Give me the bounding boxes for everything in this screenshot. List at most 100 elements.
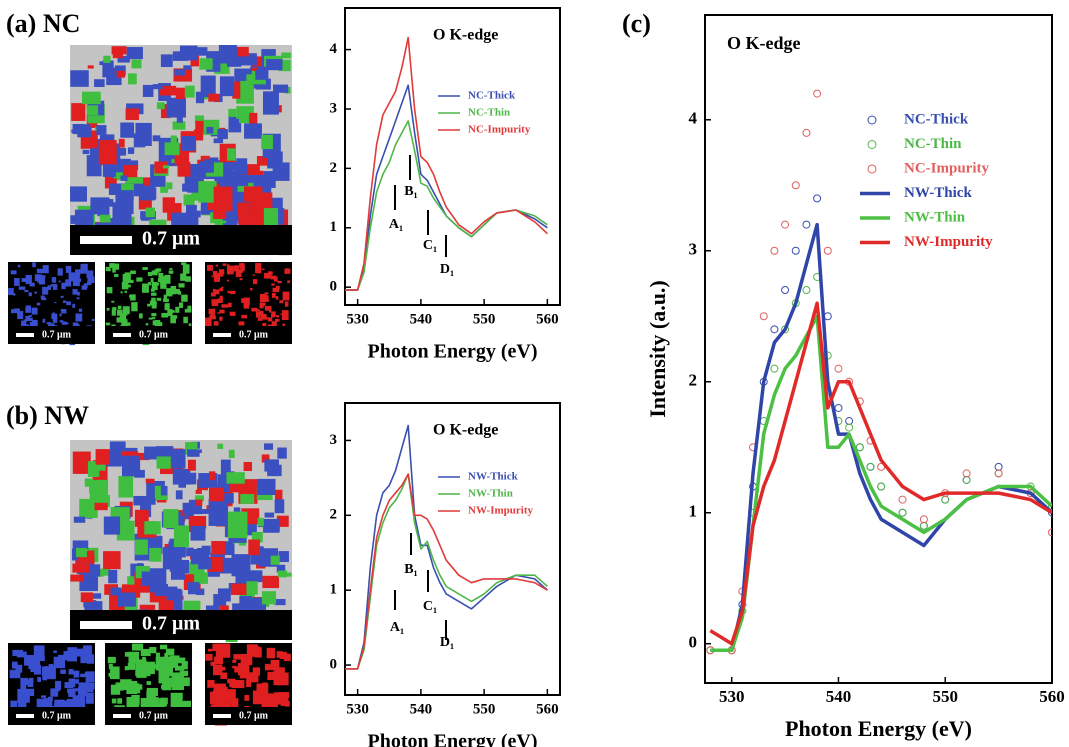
grain: [86, 270, 94, 279]
grain: [12, 649, 24, 656]
grain: [252, 274, 255, 276]
grain: [76, 547, 87, 558]
grain: [64, 322, 69, 325]
grain: [175, 306, 180, 313]
series-line: [709, 301, 1052, 646]
grain: [261, 695, 272, 711]
grain: [187, 305, 192, 310]
grain: [227, 264, 230, 268]
grain: [83, 600, 97, 608]
grain: [208, 93, 219, 102]
x-tick-label: 540: [826, 687, 852, 706]
y-tick-label: 0: [330, 656, 338, 672]
grain: [255, 266, 262, 274]
grain: [171, 159, 178, 163]
grain: [127, 576, 135, 585]
grain: [175, 87, 185, 100]
grain: [261, 134, 273, 150]
grain: [232, 118, 239, 127]
grain: [178, 302, 184, 309]
plot-frame: [344, 402, 561, 696]
grain: [146, 681, 152, 685]
grain: [120, 291, 123, 294]
grain: [73, 516, 86, 523]
grain: [213, 695, 226, 706]
grain: [84, 478, 93, 487]
grain: [105, 266, 110, 272]
grain: [61, 309, 67, 314]
grain: [213, 186, 233, 212]
legend-label: NW-Thick: [904, 185, 972, 201]
grain: [236, 158, 248, 175]
scale-label: 0.7 μm: [239, 710, 269, 721]
grain: [142, 283, 149, 293]
y-tick-label: 2: [689, 371, 698, 390]
grain: [214, 220, 225, 227]
grain: [188, 323, 192, 327]
grain: [156, 456, 171, 469]
x-axis-label: Photon Energy (eV): [368, 341, 538, 363]
grain: [36, 698, 47, 714]
grain: [135, 684, 143, 690]
data-point: [781, 220, 790, 229]
grain: [175, 490, 183, 500]
grain: [246, 644, 258, 657]
grain: [226, 472, 245, 484]
grain: [228, 108, 237, 117]
micrograph: [70, 440, 292, 643]
grain: [227, 511, 248, 539]
grain: [193, 47, 208, 56]
grain: [38, 277, 46, 285]
grain: [229, 682, 234, 688]
grain: [198, 558, 212, 570]
grain: [233, 265, 240, 272]
grain: [108, 663, 113, 670]
grain: [122, 165, 138, 178]
grain: [263, 518, 280, 533]
data-point: [866, 462, 875, 471]
grain: [151, 313, 157, 317]
grain: [74, 209, 94, 229]
scale-label: 0.7 μm: [139, 710, 169, 721]
grain: [238, 321, 245, 326]
grain: [114, 274, 119, 277]
grain: [118, 476, 134, 498]
grain: [136, 277, 143, 282]
grain: [174, 69, 186, 76]
y-tick-label: 1: [330, 219, 338, 235]
grain: [25, 315, 30, 322]
grain: [193, 129, 204, 141]
annotation: B₁: [404, 562, 418, 577]
grain: [246, 672, 259, 683]
grain: [207, 679, 215, 688]
grain: [87, 281, 92, 286]
grain: [270, 659, 280, 671]
grain: [82, 149, 90, 155]
grain: [239, 263, 245, 268]
grain: [27, 679, 34, 688]
grain: [167, 586, 178, 593]
x-tick-label: 530: [346, 701, 369, 717]
grain: [199, 58, 213, 70]
grain: [30, 668, 36, 672]
grain: [224, 689, 236, 704]
grain: [246, 74, 254, 85]
grain: [196, 588, 205, 596]
grain: [227, 678, 236, 684]
grain: [122, 274, 130, 283]
grain: [17, 310, 24, 320]
grain: [220, 459, 231, 473]
grain: [34, 291, 37, 294]
grain: [144, 446, 159, 460]
grain: [72, 275, 80, 287]
grain: [251, 307, 258, 312]
grain: [145, 323, 149, 326]
x-axis-label: Photon Energy (eV): [368, 731, 538, 747]
scale-bar: [16, 714, 34, 718]
grain: [160, 186, 168, 193]
grain: [167, 309, 173, 316]
grain: [184, 308, 192, 313]
grain: [133, 495, 149, 506]
grain: [168, 270, 174, 274]
grain: [80, 268, 87, 274]
